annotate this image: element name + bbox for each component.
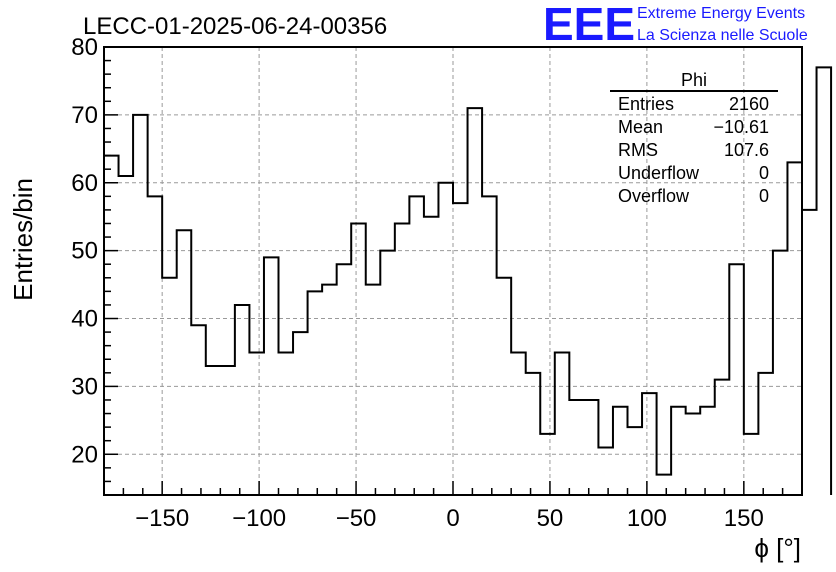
histogram-bin: [671, 407, 686, 495]
stats-value: −10.61: [713, 117, 769, 137]
histogram-bin: [148, 196, 163, 495]
stats-value: 107.6: [724, 140, 769, 160]
histogram-bin: [293, 332, 308, 495]
y-tick-label: 70: [71, 102, 98, 129]
x-tick-label: 100: [627, 505, 667, 532]
histogram-bin: [715, 380, 730, 495]
stats-label: Mean: [618, 117, 663, 137]
histogram-bin: [438, 183, 453, 495]
y-tick-label: 40: [71, 306, 98, 333]
histogram-bin: [497, 278, 512, 495]
histogram-bin: [162, 278, 177, 495]
histogram-bin: [133, 115, 148, 495]
histogram-bin: [366, 285, 381, 495]
stats-value: 2160: [729, 94, 769, 114]
histogram-bin: [584, 400, 599, 495]
histogram-bin: [744, 434, 759, 495]
histogram-bin: [468, 108, 483, 495]
histogram-bin: [482, 196, 497, 495]
stats-label: Overflow: [618, 186, 690, 206]
histogram-bin: [380, 251, 395, 495]
histogram-bin: [598, 447, 613, 495]
x-tick-label: −150: [135, 505, 189, 532]
logo-line-2: La Scienza nelle Scuole: [637, 27, 808, 44]
x-tick-label: 50: [537, 505, 564, 532]
x-axis-label: ϕ [°]: [754, 533, 801, 563]
x-tick-label: −100: [232, 505, 286, 532]
histogram-bin: [279, 352, 294, 495]
histogram-bin: [264, 257, 279, 495]
histogram-bin: [686, 414, 701, 495]
histogram-bars: [103, 66, 833, 495]
histogram-bin: [395, 223, 410, 495]
histogram-bin: [220, 366, 235, 495]
stats-rows: Entries 2160 Mean −10.61 RMS 107.6 Underflow 0 O…: [618, 94, 769, 206]
y-tick-label: 50: [71, 238, 98, 265]
histogram-bin: [729, 264, 744, 495]
x-tick-label: 150: [724, 505, 764, 532]
y-tick-label: 20: [71, 441, 98, 468]
axis-ticks: [103, 46, 803, 496]
histogram-bin: [700, 407, 715, 495]
histogram-bin: [424, 217, 439, 495]
histogram-bin: [249, 352, 264, 495]
histogram-bin: [642, 393, 657, 495]
histogram-bin: [235, 305, 250, 495]
histogram-bin: [351, 223, 366, 495]
histogram-bin: [206, 366, 221, 495]
histogram-bin: [308, 291, 323, 495]
histogram-bin: [817, 67, 832, 495]
histogram-bin: [409, 196, 424, 495]
stats-title: Phi: [681, 70, 707, 90]
histogram-bin: [119, 176, 134, 495]
y-tick-label: 60: [71, 170, 98, 197]
y-tick-label: 80: [71, 34, 98, 61]
x-tick-label: 0: [446, 505, 459, 532]
histogram-bin: [628, 427, 643, 495]
y-tick-label: 30: [71, 373, 98, 400]
histogram-bin: [802, 210, 817, 495]
histogram-bin: [104, 156, 119, 495]
histogram-bin: [511, 352, 526, 495]
histogram-bin: [540, 434, 555, 495]
eee-logo: EEE Extreme Energy Events La Scienza nel…: [543, 0, 808, 50]
stats-value: 0: [759, 163, 769, 183]
histogram-bin: [657, 475, 672, 495]
x-tick-label: −50: [336, 505, 377, 532]
histogram-bin: [337, 264, 352, 495]
x-tick-labels: −150 −100 −50 0 50 100 150: [135, 505, 764, 532]
histogram-bin: [555, 352, 570, 495]
histogram-outline: [103, 66, 833, 495]
histogram-bin: [569, 400, 584, 495]
histogram-bin: [526, 373, 541, 495]
chart-title: LECC-01-2025-06-24-00356: [83, 13, 387, 40]
histogram-bin: [773, 251, 788, 495]
logo-line-1: Extreme Energy Events: [637, 5, 805, 22]
histogram-bin: [613, 407, 628, 495]
histogram-bin: [787, 162, 802, 495]
stats-box: Phi Entries 2160 Mean −10.61 RMS 107.6 Underfl…: [610, 70, 778, 206]
histogram-bin: [758, 373, 773, 495]
stats-label: RMS: [618, 140, 658, 160]
stats-value: 0: [759, 186, 769, 206]
stats-label: Entries: [618, 94, 674, 114]
stats-label: Underflow: [618, 163, 700, 183]
histogram-bin: [177, 230, 192, 495]
histogram-bin: [453, 203, 468, 495]
logo-mark: EEE: [543, 0, 635, 50]
y-tick-labels: 20 30 40 50 60 70 80: [71, 34, 98, 468]
histogram-bin: [191, 325, 206, 495]
y-axis-label: Entries/bin: [8, 178, 38, 301]
histogram-bin: [322, 285, 337, 495]
